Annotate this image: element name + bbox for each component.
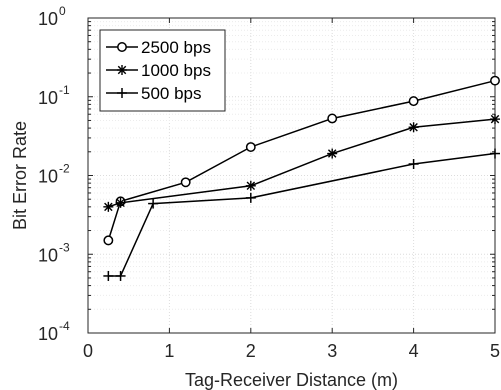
- data-point-star: [117, 65, 127, 75]
- x-axis-label: Tag-Receiver Distance (m): [185, 370, 398, 390]
- x-tick-label: 5: [490, 341, 500, 361]
- series-line: [108, 118, 496, 208]
- data-point-circle: [327, 113, 338, 124]
- x-tick-label: 1: [164, 341, 174, 361]
- data-point-circle: [103, 235, 114, 246]
- data-point-plus: [245, 192, 256, 203]
- data-point-circle: [117, 42, 127, 52]
- y-tick-label: 10: [38, 167, 58, 187]
- y-tick-exponent: -2: [59, 162, 70, 176]
- data-point-plus: [148, 198, 159, 209]
- data-point-circle: [408, 96, 419, 107]
- legend-label: 2500 bps: [141, 38, 211, 57]
- legend-entry: 2500 bps: [106, 38, 211, 57]
- y-tick-label: 10: [38, 324, 58, 344]
- data-point-star: [245, 180, 256, 191]
- data-point-star: [115, 197, 126, 208]
- data-point-star: [103, 201, 114, 212]
- data-point-plus: [408, 158, 419, 169]
- legend-label: 1000 bps: [141, 61, 211, 80]
- x-tick-label: 0: [83, 341, 93, 361]
- data-point-circle: [180, 177, 191, 188]
- y-tick-exponent: -1: [59, 83, 70, 97]
- data-point-plus: [117, 88, 127, 98]
- legend: 2500 bps 1000 bps 500 bps: [99, 29, 226, 112]
- legend-label: 500 bps: [141, 84, 202, 103]
- legend-entry: 1000 bps: [106, 61, 211, 80]
- data-point-star: [408, 122, 419, 133]
- y-tick-label: 10: [38, 9, 58, 29]
- data-point-circle: [245, 142, 256, 152]
- y-tick-label: 10: [38, 88, 58, 108]
- data-point-star: [327, 148, 338, 159]
- y-tick-exponent: 0: [59, 4, 66, 18]
- y-tick-label: 10: [38, 245, 58, 265]
- data-point-plus: [490, 148, 500, 159]
- data-point-star: [490, 114, 500, 125]
- y-tick-exponent: -3: [59, 240, 70, 254]
- data-point-circle: [490, 75, 500, 86]
- y-tick-exponent: -4: [59, 319, 70, 333]
- y-axis-label: Bit Error Rate: [10, 121, 30, 230]
- grid: [87, 17, 496, 334]
- x-tick-label: 3: [327, 341, 337, 361]
- series-2: [103, 114, 500, 212]
- series-3: [103, 148, 500, 281]
- data-point-plus: [115, 270, 126, 281]
- data-point-plus: [103, 270, 114, 281]
- legend-entry: 500 bps: [106, 84, 202, 103]
- x-tick-label: 2: [246, 341, 256, 361]
- series-lines: [103, 75, 500, 281]
- x-tick-label: 4: [409, 341, 419, 361]
